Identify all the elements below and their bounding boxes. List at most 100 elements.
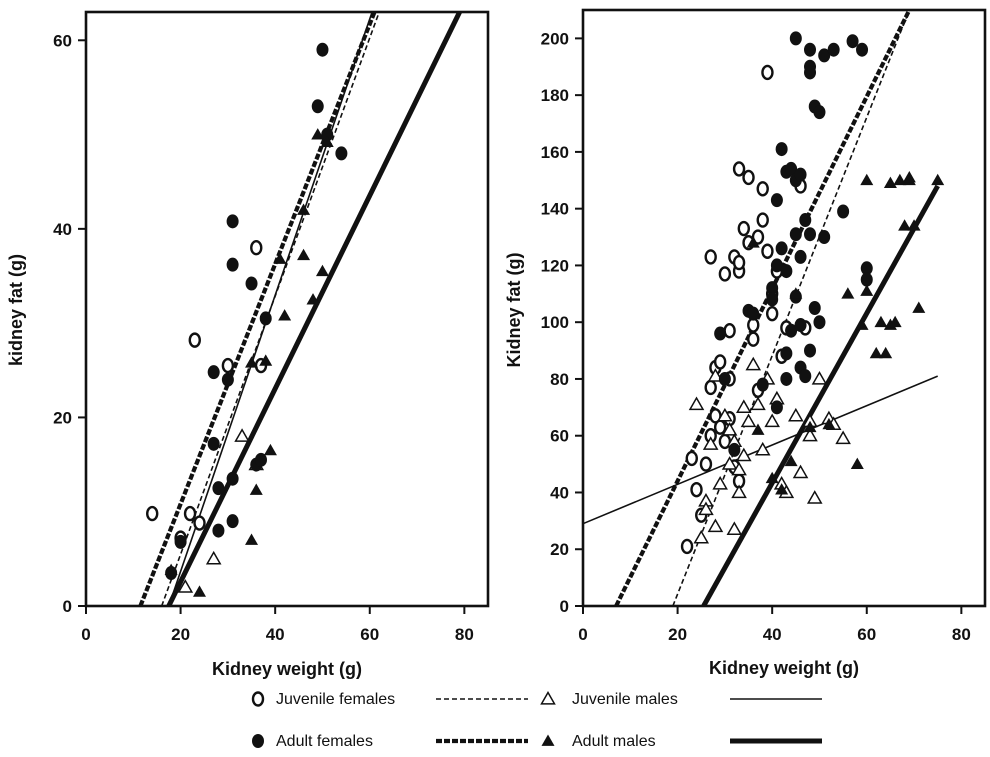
- data-point: [315, 264, 329, 277]
- data-point: [808, 301, 821, 315]
- data-point: [690, 481, 703, 498]
- data-point: [316, 42, 329, 57]
- data-point: [799, 369, 812, 384]
- data-point: [761, 243, 774, 259]
- data-point: [813, 105, 826, 120]
- data-point: [693, 529, 710, 544]
- y-tick-label: 180: [541, 86, 569, 105]
- data-point: [931, 173, 945, 186]
- legend-marker: [252, 734, 264, 748]
- data-point: [754, 441, 771, 456]
- data-point: [766, 281, 779, 296]
- data-point: [273, 252, 287, 264]
- data-point: [226, 214, 239, 229]
- data-point: [751, 423, 765, 435]
- fit-line-adult-females: [138, 12, 377, 606]
- data-point: [721, 422, 738, 436]
- data-point: [770, 193, 783, 208]
- data-point: [737, 220, 750, 237]
- data-point: [747, 306, 760, 321]
- data-point: [245, 533, 259, 545]
- data-point: [846, 34, 859, 49]
- data-point: [750, 396, 766, 411]
- data-point: [193, 585, 207, 597]
- data-point: [680, 538, 694, 555]
- data-point: [704, 249, 717, 265]
- fit-lines: [583, 10, 940, 606]
- data-point: [245, 276, 258, 291]
- plot-frame: [581, 8, 987, 608]
- x-tick-label: 20: [668, 625, 687, 644]
- data-point: [775, 483, 789, 495]
- data-point: [804, 42, 817, 57]
- x-tick-label: 40: [266, 625, 285, 644]
- data-point: [756, 212, 769, 228]
- data-point: [902, 170, 916, 183]
- y-axis-title: kidney fat (g): [6, 254, 26, 366]
- data-point: [297, 248, 311, 261]
- data-point: [799, 213, 812, 228]
- data-point: [311, 99, 324, 114]
- data-point: [770, 400, 783, 415]
- data-point: [718, 266, 732, 282]
- data-point: [254, 452, 267, 467]
- data-point: [841, 287, 855, 299]
- data-point: [249, 483, 263, 495]
- data-point: [712, 475, 728, 490]
- data-point: [193, 515, 206, 531]
- data-point: [263, 443, 277, 456]
- data-point: [792, 464, 809, 479]
- data-point: [789, 287, 803, 299]
- data-point: [177, 579, 194, 593]
- data-point: [259, 354, 273, 366]
- data-point: [806, 490, 823, 504]
- data-point: [784, 454, 798, 467]
- legend-label: Juvenile females: [276, 691, 395, 708]
- data-point: [146, 505, 159, 522]
- data-point: [837, 204, 850, 219]
- plot-frame: [84, 10, 490, 608]
- data-point: [736, 447, 752, 462]
- x-tick-label: 60: [360, 625, 379, 644]
- data-point: [860, 272, 873, 287]
- data-point: [321, 127, 334, 142]
- data-point: [775, 241, 788, 256]
- y-tick-label: 0: [560, 597, 569, 616]
- data-point: [702, 436, 719, 450]
- data-point: [188, 332, 201, 348]
- data-point: [856, 42, 869, 57]
- data-point: [688, 396, 705, 411]
- data-point: [320, 135, 334, 147]
- data-point: [718, 371, 731, 386]
- data-point: [813, 315, 826, 330]
- data-point: [740, 413, 757, 428]
- data-point: [860, 284, 874, 296]
- data-point: [869, 346, 883, 359]
- data-point: [745, 356, 762, 371]
- data-point: [226, 257, 239, 272]
- data-point: [850, 457, 864, 469]
- data-point: [335, 146, 348, 161]
- y-axis-title: Kidney fat (g): [504, 252, 524, 367]
- data-point: [747, 331, 760, 347]
- data-point: [804, 227, 817, 242]
- y-tick-label: 20: [53, 408, 72, 427]
- data-point: [765, 471, 779, 484]
- x-tick-label: 80: [952, 625, 971, 644]
- data-point: [234, 428, 250, 442]
- y-tick-label: 120: [541, 256, 569, 275]
- data-point: [731, 484, 747, 499]
- legend-item-juvenile-males: Juvenile males: [540, 690, 822, 708]
- legend-label: Adult females: [276, 733, 373, 750]
- data-point: [822, 417, 836, 430]
- data-point: [736, 399, 752, 413]
- data-point: [707, 368, 724, 382]
- data-point: [827, 42, 840, 57]
- data-point: [704, 379, 717, 396]
- y-tick-label: 140: [541, 200, 569, 219]
- data-point: [723, 323, 736, 339]
- data-point: [765, 305, 779, 322]
- x-tick-label: 40: [763, 625, 782, 644]
- data-point: [804, 65, 817, 80]
- data-point: [728, 442, 741, 457]
